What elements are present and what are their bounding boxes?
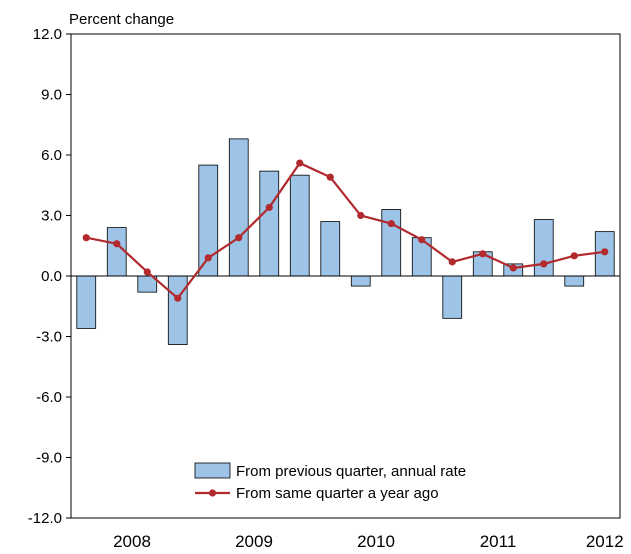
line-point: [418, 236, 426, 244]
y-tick-label: 0.0: [41, 268, 62, 285]
legend-bar-swatch: [194, 462, 231, 479]
line-point: [82, 234, 90, 242]
x-tick-label: 2010: [357, 532, 395, 551]
y-axis-label: Percent change: [69, 11, 174, 28]
legend-bar-label: From previous quarter, annual rate: [236, 463, 466, 480]
line-point: [570, 252, 578, 260]
bar: [533, 219, 554, 277]
bar: [259, 170, 280, 277]
legend: From previous quarter, annual rate From s…: [194, 462, 466, 502]
legend-line-label: From same quarter a year ago: [236, 485, 439, 502]
line-point: [448, 258, 456, 266]
line-point: [509, 264, 517, 272]
line-point: [235, 234, 243, 242]
x-tick-label: 2008: [113, 532, 151, 551]
line-point: [601, 248, 609, 256]
y-tick-label: -9.0: [36, 450, 62, 467]
x-tick-label: 2009: [235, 532, 273, 551]
bar: [228, 138, 249, 277]
bar: [76, 275, 97, 329]
plot-frame: [70, 33, 621, 519]
y-tick-label: 6.0: [41, 147, 62, 164]
x-tick-label: 2011: [480, 532, 517, 551]
line-series: [82, 159, 609, 302]
y-tick-label: -6.0: [36, 389, 62, 406]
x-tick-label: 2012: [586, 532, 624, 551]
y-tick-label: 3.0: [41, 208, 62, 225]
line-point: [326, 173, 334, 181]
bar: [442, 275, 463, 319]
y-tick-label: 9.0: [41, 87, 62, 104]
line-point: [143, 268, 151, 276]
line-point: [540, 260, 548, 268]
series-line: [86, 161, 605, 300]
line-point: [204, 254, 212, 262]
bar: [350, 275, 371, 287]
bar: [320, 221, 341, 277]
bar: [564, 275, 585, 287]
line-point: [265, 203, 273, 212]
bar: [167, 275, 188, 345]
line-point: [174, 294, 182, 302]
line-point: [357, 211, 365, 220]
legend-line-marker: [208, 489, 217, 497]
line-point: [479, 250, 487, 258]
y-ticks: 12.0 9.0 6.0 3.0 0.0 -3.0 -6.0 -9.0 -12.0: [28, 26, 71, 527]
line-point: [296, 159, 304, 167]
x-labels: 2008 2009 2010 2011 2012: [113, 532, 624, 551]
y-tick-label: -3.0: [36, 329, 62, 346]
bar: [289, 174, 310, 277]
bars: [76, 138, 615, 345]
line-point: [113, 240, 121, 248]
y-tick-label: -12.0: [28, 510, 62, 527]
line-point: [387, 219, 395, 228]
bar: [106, 227, 127, 277]
bar: [381, 209, 402, 277]
y-tick-label: 12.0: [33, 26, 62, 43]
